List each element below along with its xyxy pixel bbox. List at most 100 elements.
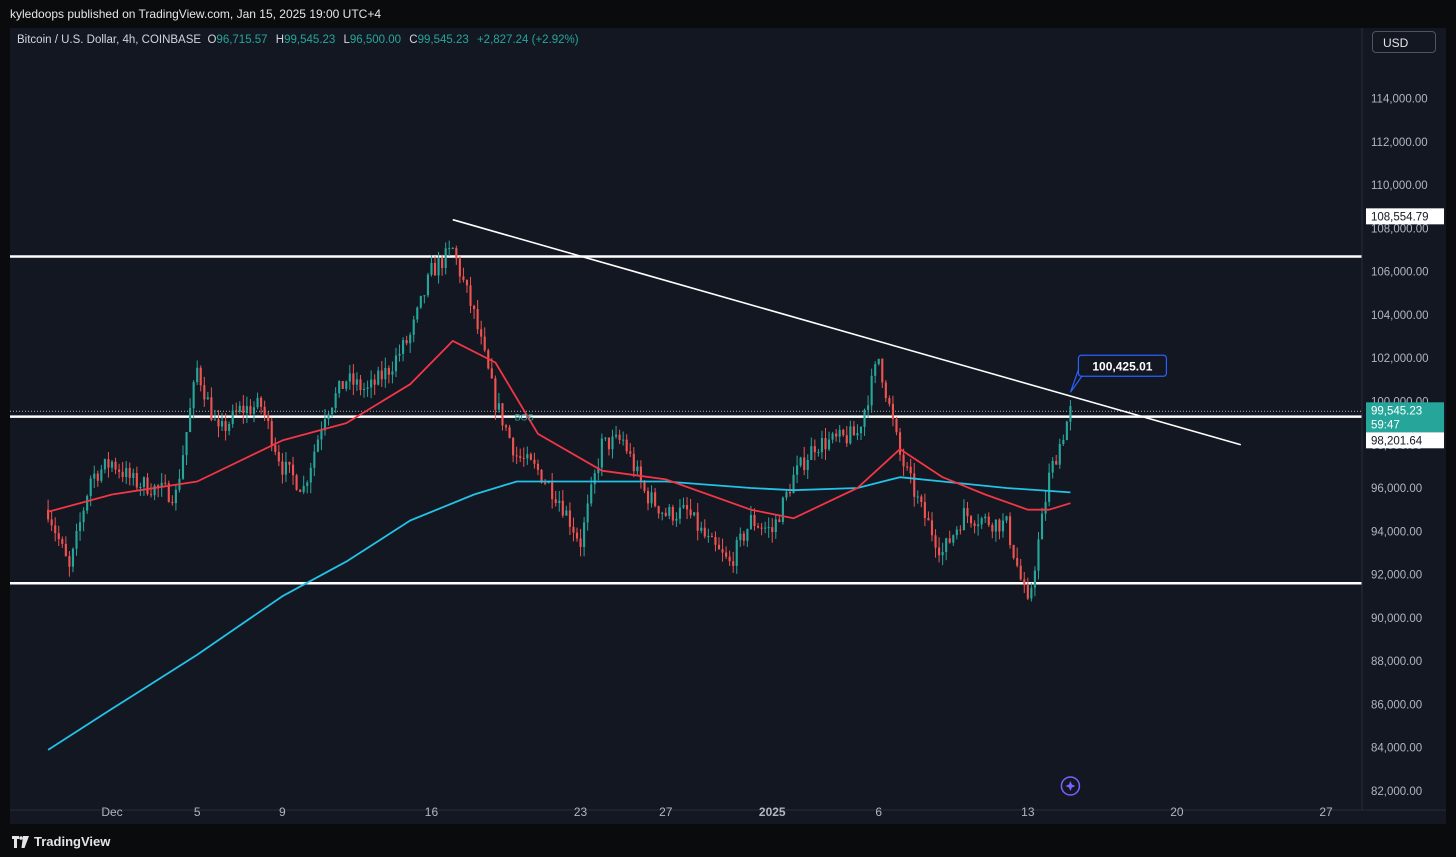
candle-body bbox=[998, 519, 1001, 532]
sparkle-icon bbox=[1060, 776, 1081, 796]
candle-body bbox=[884, 382, 887, 399]
candle-body bbox=[476, 308, 479, 330]
candle-body bbox=[583, 522, 586, 547]
candle-body bbox=[543, 482, 547, 484]
ma-fast-line bbox=[47, 339, 1071, 520]
y-tick-label: 106,000.00 bbox=[1371, 267, 1429, 279]
callout-label: 100,425.01 bbox=[1092, 359, 1152, 373]
candle-body bbox=[650, 492, 653, 504]
low-label: L bbox=[343, 34, 350, 46]
currency-button[interactable]: USD bbox=[1372, 31, 1436, 53]
candle-body bbox=[923, 501, 926, 519]
candle-body bbox=[636, 466, 639, 472]
candle-body bbox=[260, 397, 263, 407]
x-tick-label: 27 bbox=[659, 805, 673, 819]
candle-body bbox=[725, 552, 728, 557]
x-tick-label: 13 bbox=[1021, 805, 1035, 819]
candle-body bbox=[153, 485, 156, 496]
candle-body bbox=[71, 548, 75, 567]
candle-body bbox=[661, 512, 664, 514]
candle-body bbox=[210, 397, 213, 420]
candle-body bbox=[867, 405, 870, 410]
current-price-label: 99,545.23 bbox=[1371, 405, 1422, 417]
candle-body bbox=[465, 279, 469, 286]
y-tick-label: 88,000.00 bbox=[1371, 656, 1422, 668]
y-tick-label: 104,000.00 bbox=[1371, 310, 1429, 322]
candle-body bbox=[185, 431, 188, 456]
candle-body bbox=[756, 526, 760, 528]
candle-body bbox=[920, 496, 923, 502]
candle-body bbox=[774, 519, 777, 533]
candle-body bbox=[618, 434, 621, 440]
candle-body bbox=[991, 524, 994, 532]
candle-body bbox=[323, 419, 327, 431]
candle-body bbox=[274, 445, 277, 452]
candle-body bbox=[554, 499, 557, 504]
symbol-legend: Bitcoin / U.S. Dollar, 4h, COINBASE O 96,… bbox=[17, 34, 584, 46]
candle-body bbox=[409, 334, 412, 344]
candle-body bbox=[540, 469, 543, 483]
candle-body bbox=[891, 403, 895, 419]
chart-panel[interactable]: BOS 100,425.01 82,000.00 84,000.00 86,000.00… bbox=[10, 28, 1446, 824]
candle-body bbox=[164, 482, 167, 484]
candle-body bbox=[245, 406, 248, 414]
candle-body bbox=[192, 382, 195, 409]
candle-body bbox=[572, 526, 575, 533]
candle-body bbox=[561, 500, 564, 516]
candle-body bbox=[796, 465, 799, 475]
x-tick-label: 16 bbox=[425, 805, 439, 819]
low-value: 96,500.00 bbox=[349, 34, 402, 46]
candle-body bbox=[341, 381, 344, 389]
tradingview-logo-icon bbox=[12, 836, 29, 848]
candle-body bbox=[405, 340, 408, 344]
candle-body bbox=[717, 544, 721, 550]
candle-body bbox=[146, 477, 149, 495]
candle-body bbox=[685, 505, 689, 510]
candle-body bbox=[441, 258, 444, 269]
candle-body bbox=[320, 430, 323, 440]
sparkle-star-icon bbox=[1065, 781, 1076, 791]
high-label: H bbox=[275, 34, 285, 46]
candle-body bbox=[1062, 439, 1065, 444]
candle-body bbox=[746, 529, 749, 541]
candle-body bbox=[877, 358, 880, 365]
candle-body bbox=[355, 379, 358, 385]
candle-body bbox=[622, 439, 625, 441]
candle-body bbox=[994, 519, 997, 532]
candle-body bbox=[270, 420, 273, 446]
upper-level-tag bbox=[1366, 208, 1444, 225]
candle-body bbox=[387, 367, 390, 375]
candle-body bbox=[671, 507, 674, 521]
lower-price-tag bbox=[1366, 432, 1444, 449]
x-tick-label: 20 bbox=[1170, 805, 1184, 819]
candle-body bbox=[277, 451, 280, 462]
y-tick-label: 94,000.00 bbox=[1371, 526, 1422, 538]
candle-body bbox=[590, 484, 593, 504]
candle-body bbox=[1048, 472, 1051, 502]
candle-body bbox=[824, 438, 827, 450]
symbol-name[interactable]: Bitcoin / U.S. Dollar, 4h, COINBASE bbox=[17, 34, 202, 46]
tradingview-brand[interactable]: TradingView bbox=[12, 834, 110, 849]
price-chart[interactable]: BOS 100,425.01 82,000.00 84,000.00 86,000.00… bbox=[10, 28, 1446, 824]
candle-body bbox=[444, 248, 447, 269]
candle-body bbox=[593, 473, 596, 485]
candle-body bbox=[629, 451, 632, 454]
candle-body bbox=[75, 531, 78, 549]
plot-area: BOS 100,425.01 bbox=[10, 218, 1362, 751]
open-label: O bbox=[207, 34, 217, 46]
candle-body bbox=[987, 516, 990, 525]
candle-body bbox=[898, 432, 902, 455]
candle-body bbox=[196, 367, 199, 383]
footer: TradingView bbox=[0, 826, 1456, 857]
candle-body bbox=[412, 319, 415, 335]
candle-body bbox=[462, 276, 465, 280]
candle-body bbox=[675, 518, 678, 521]
candle-body bbox=[89, 478, 92, 496]
candle-body bbox=[579, 538, 582, 547]
candle-body bbox=[352, 373, 355, 385]
candle-body bbox=[664, 512, 667, 516]
candle-body bbox=[785, 492, 788, 498]
candle-body bbox=[93, 473, 96, 479]
candle-body bbox=[284, 461, 288, 475]
candle-body bbox=[969, 516, 973, 524]
